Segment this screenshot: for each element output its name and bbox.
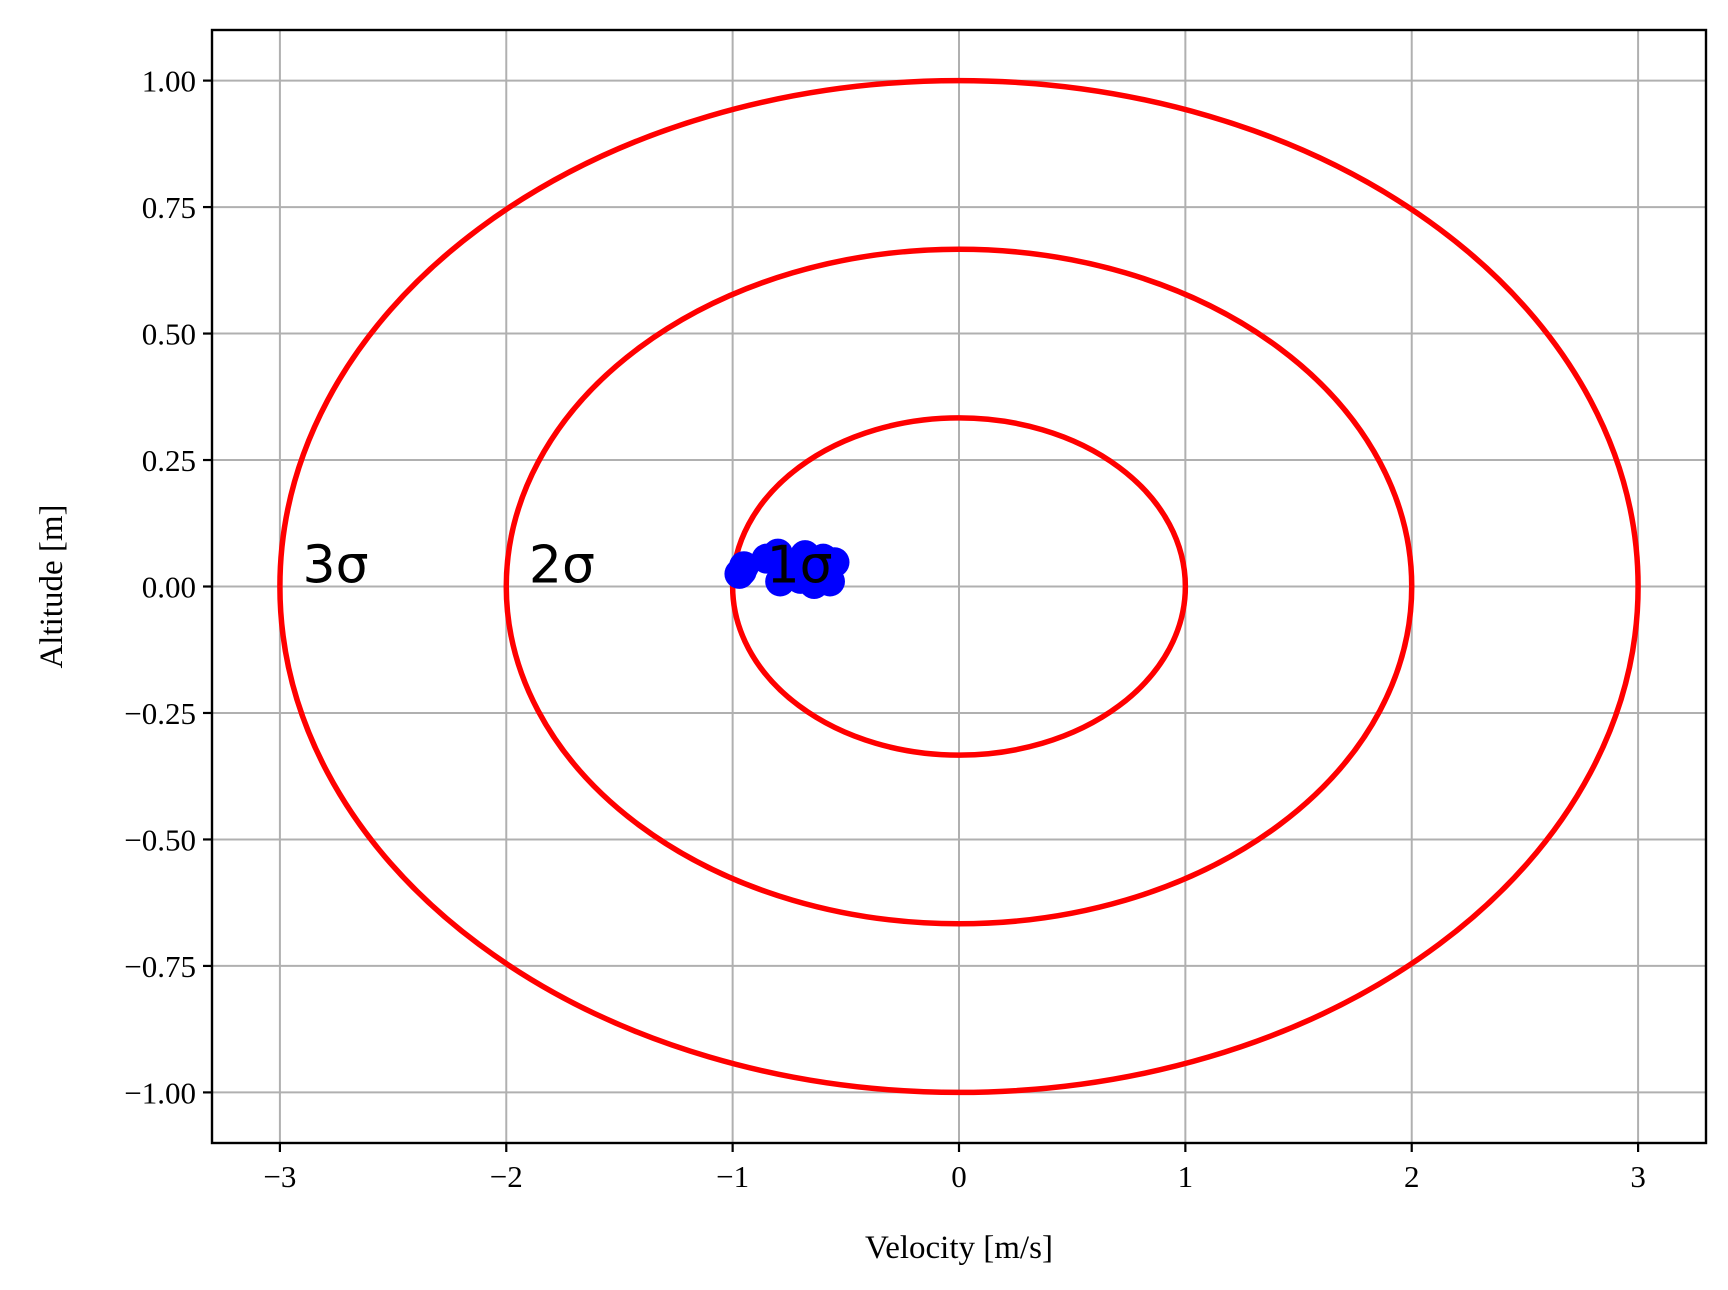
- x-tick-label: 0: [951, 1159, 967, 1194]
- grid: [212, 30, 1706, 1143]
- x-tick-label: 1: [1178, 1159, 1194, 1194]
- y-axis-ticks: 1.00 0.75 0.50 0.25 0.00 −0.25 −0.50 −0.75 −1.00: [124, 64, 212, 1110]
- sigma-ellipse-3: [277, 77, 1641, 1096]
- sigma-label-1: 1σ: [767, 536, 833, 596]
- x-axis-ticks: −3 −2 −1 0 1 2 3: [263, 1143, 1646, 1194]
- sigma-ellipse-2: [503, 246, 1415, 927]
- y-tick-label: 0.25: [142, 443, 196, 478]
- y-axis-label: Altitude [m]: [34, 504, 70, 668]
- y-tick-label: −0.25: [124, 696, 196, 731]
- x-tick-label: −3: [263, 1159, 296, 1194]
- y-tick-label: 0.75: [142, 190, 196, 225]
- y-tick-label: 0.00: [142, 570, 196, 605]
- y-tick-label: 1.00: [142, 64, 196, 99]
- y-tick-label: 0.50: [142, 317, 196, 352]
- data-point: [724, 558, 755, 589]
- scatter-points: [724, 538, 850, 599]
- y-tick-label: −0.75: [124, 949, 196, 984]
- x-tick-label: −1: [716, 1159, 749, 1194]
- y-tick-label: −0.50: [124, 822, 196, 857]
- data-point: [819, 547, 850, 578]
- sigma-label-3: 3σ: [303, 536, 369, 596]
- x-tick-label: 3: [1630, 1159, 1646, 1194]
- x-tick-label: −2: [490, 1159, 523, 1194]
- sigma-label-2: 2σ: [529, 536, 595, 596]
- x-tick-label: 2: [1404, 1159, 1420, 1194]
- y-tick-label: −1.00: [124, 1075, 196, 1110]
- sigma-annotations: 1σ 2σ 3σ: [303, 536, 833, 596]
- x-axis-label: Velocity [m/s]: [865, 1230, 1053, 1266]
